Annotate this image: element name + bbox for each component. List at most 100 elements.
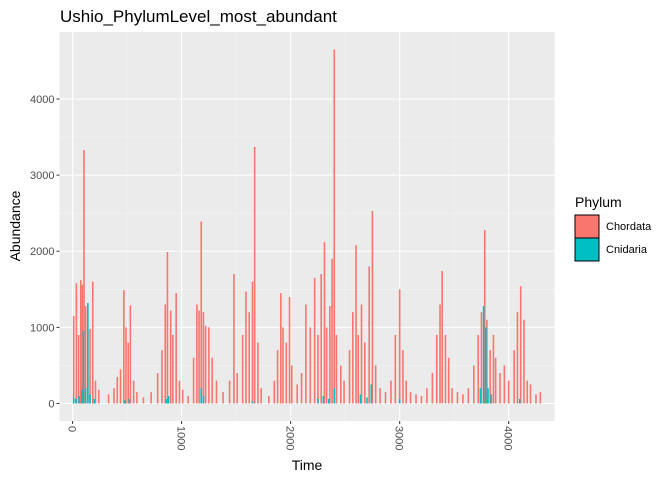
bar-cnidaria (490, 394, 493, 404)
bar-chordata (268, 395, 270, 404)
chart-title: Ushio_PhylumLevel_most_abundant (60, 7, 337, 26)
bar-chordata (384, 392, 387, 404)
bar-chordata (296, 384, 298, 404)
bar-chordata (477, 334, 479, 404)
y-axis-ticks: 0 1000 2000 3000 4000 (30, 94, 60, 410)
bar-cnidaria (487, 388, 489, 404)
y-tick-label: 2000 (30, 246, 54, 258)
bar-chordata (516, 312, 519, 404)
bar-cnidaria (482, 306, 485, 404)
bar-chordata (77, 334, 80, 404)
bar-chordata (451, 388, 453, 404)
bar-chordata (420, 395, 423, 404)
bar-chordata (181, 389, 184, 404)
bar-chordata (309, 327, 312, 404)
y-tick-label: 3000 (30, 170, 54, 182)
bar-chordata (172, 334, 174, 404)
bar-chordata (132, 380, 135, 404)
bar-chordata (175, 293, 177, 404)
bar-chordata (215, 380, 218, 404)
bar-chordata (156, 373, 159, 404)
x-axis-ticks: 0 1000 2000 3000 4000 (66, 421, 514, 450)
bar-chordata (499, 373, 501, 404)
bar-cnidaria (251, 401, 254, 404)
bar-chordata (127, 342, 129, 404)
x-axis-title: Time (292, 457, 323, 473)
legend: Phylum Chordata Cnidaria (574, 194, 652, 262)
bar-chordata (539, 392, 542, 404)
legend-key-chordata (574, 214, 600, 239)
bar-chordata (374, 365, 377, 404)
bar-chordata (125, 327, 127, 404)
bar-cnidaria (202, 395, 205, 404)
x-tick-label: 4000 (502, 426, 514, 450)
x-tick-label: 1000 (175, 426, 187, 450)
bar-chordata (343, 380, 345, 404)
bar-chordata (390, 380, 392, 404)
bar-chordata (483, 229, 486, 404)
bar-chordata (123, 290, 125, 404)
bar-cnidaria (317, 398, 319, 404)
y-tick-label: 4000 (30, 94, 54, 106)
bar-chordata (473, 365, 475, 404)
bar-cnidaria (128, 398, 131, 404)
bar-chordata (360, 304, 363, 404)
bar-cnidaria (328, 398, 330, 404)
bar-chordata (405, 380, 408, 404)
bar-chordata (200, 221, 203, 404)
bar-chordata (526, 380, 529, 404)
x-tick-label: 3000 (393, 426, 405, 450)
bar-chordata (233, 274, 235, 404)
bar-chordata (257, 342, 259, 404)
bar-cnidaria (81, 389, 83, 404)
bar-chordata (241, 334, 244, 404)
bar-chordata (529, 384, 532, 404)
bar-cnidaria (398, 398, 401, 404)
bar-chordata (94, 380, 97, 404)
bar-chordata (248, 312, 251, 404)
bar-chordata (325, 327, 328, 404)
bar-chordata (480, 312, 483, 404)
bar-chordata (208, 327, 210, 404)
bar-chordata (435, 334, 438, 404)
bar-chordata (313, 277, 316, 404)
bar-chordata (116, 376, 119, 404)
bar-cnidaria (165, 398, 168, 404)
bar-chordata (83, 149, 85, 404)
bar-chordata (276, 350, 279, 404)
bar-cnidaria (333, 388, 336, 404)
bar-cnidaria (370, 384, 373, 404)
bar-chordata (288, 296, 291, 404)
bar-cnidaria (93, 398, 96, 404)
bar-chordata (282, 327, 284, 404)
bar-chordata (273, 380, 276, 404)
bar-chordata (236, 373, 239, 404)
y-axis-title: Abundance (7, 190, 23, 261)
bar-chordata (228, 380, 231, 404)
bar-chordata (136, 392, 138, 404)
bar-chordata (486, 319, 488, 404)
bar-chordata (494, 357, 497, 404)
bar-chordata (245, 291, 247, 404)
bar-chordata (323, 242, 326, 404)
bar-cnidaria (124, 400, 126, 404)
bar-chordata (164, 304, 167, 404)
bar-cnidaria (200, 388, 203, 404)
bar-chordata (513, 350, 515, 404)
bar-chordata (169, 310, 172, 404)
bar-chordata (142, 397, 145, 404)
bar-chordata (187, 395, 189, 404)
bar-chordata (211, 357, 213, 404)
bar-chordata (192, 357, 195, 404)
bar-cnidaria (322, 395, 325, 404)
bar-chordata (462, 394, 464, 404)
bar-chordata (333, 49, 336, 404)
bar-chordata (351, 312, 354, 404)
bar-cnidaria (167, 395, 170, 404)
bar-chordata (402, 350, 404, 404)
bar-chordata (503, 365, 506, 404)
bar-chordata (456, 392, 459, 404)
bar-chordata (507, 380, 510, 404)
bar-chordata (444, 334, 447, 404)
bar-chordata (81, 284, 84, 404)
